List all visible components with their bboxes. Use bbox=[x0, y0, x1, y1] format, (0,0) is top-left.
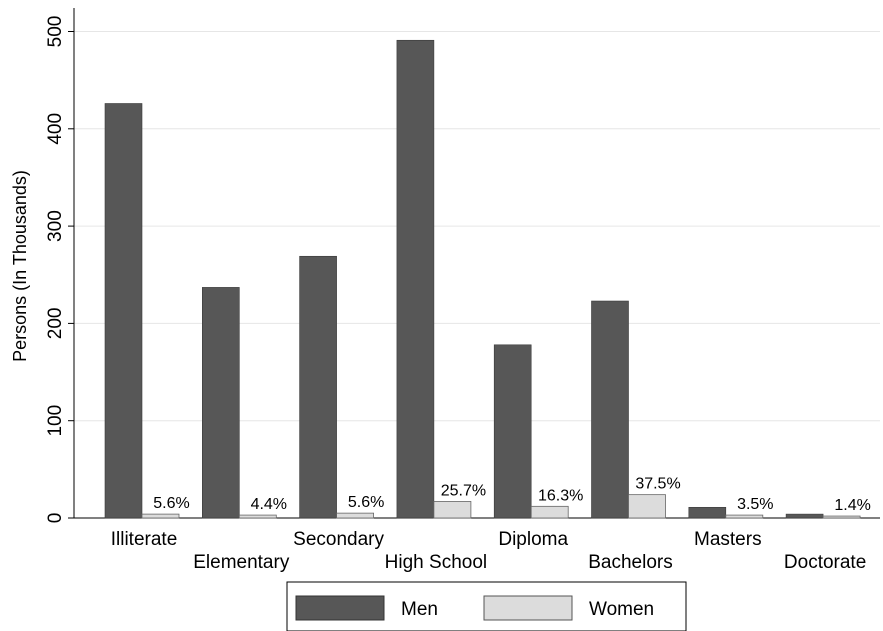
bar-women-bachelors bbox=[628, 494, 666, 519]
legend: Men Women bbox=[286, 581, 687, 631]
x-category-label: Diploma bbox=[498, 529, 568, 550]
y-tick-label: 100 bbox=[45, 405, 66, 437]
y-tick-label: 0 bbox=[45, 513, 66, 524]
legend-label-men: Men bbox=[401, 599, 438, 620]
x-category-label: Masters bbox=[694, 529, 762, 550]
bar-women-elementary bbox=[238, 514, 277, 519]
y-axis-title: Persons (In Thousands) bbox=[10, 170, 30, 362]
x-category-label: Illiterate bbox=[111, 529, 178, 550]
data-label-women: 16.3% bbox=[538, 487, 583, 504]
bar-women-secondary bbox=[336, 512, 375, 519]
bar-women-doctorate bbox=[822, 515, 861, 519]
y-tick-label: 300 bbox=[45, 210, 66, 242]
data-label-women: 4.4% bbox=[251, 496, 287, 513]
legend-swatch-men bbox=[295, 595, 385, 621]
data-label-women: 25.7% bbox=[441, 482, 486, 499]
bar-men-masters bbox=[688, 506, 727, 519]
bar-men-illiterate bbox=[104, 103, 143, 519]
bar-men-secondary bbox=[299, 255, 337, 519]
bar-men-doctorate bbox=[785, 513, 824, 519]
bar-men-diploma bbox=[493, 344, 532, 519]
x-category-label: Elementary bbox=[193, 552, 290, 573]
bar-women-masters bbox=[725, 514, 764, 519]
x-category-label: Secondary bbox=[293, 529, 384, 550]
x-category-label: Doctorate bbox=[784, 552, 866, 573]
data-label-women: 3.5% bbox=[737, 496, 773, 513]
data-label-women: 1.4% bbox=[834, 497, 870, 514]
gridlines bbox=[74, 31, 880, 422]
legend-label-women: Women bbox=[589, 599, 654, 620]
legend-swatch-women bbox=[483, 595, 573, 621]
data-label-women: 5.6% bbox=[348, 494, 384, 511]
bar-women-illiterate bbox=[141, 513, 180, 519]
x-category-label: High School bbox=[385, 552, 487, 573]
bars bbox=[104, 39, 861, 519]
bar-men-elementary bbox=[202, 287, 240, 519]
data-label-women: 5.6% bbox=[153, 495, 189, 512]
y-tick-label: 500 bbox=[45, 16, 66, 48]
bar-women-high-school bbox=[433, 501, 472, 519]
data-label-women: 37.5% bbox=[635, 476, 680, 493]
bar-women-diploma bbox=[530, 505, 569, 519]
y-tick-label: 200 bbox=[45, 308, 66, 340]
data-labels: 5.6% 4.4% 5.6% 25.7% 16.3% 37.5% 3.5% 1.4% bbox=[153, 476, 871, 514]
bar-men-high-school bbox=[396, 39, 435, 519]
bar-men-bachelors bbox=[591, 300, 629, 519]
y-axis-ticks: 0 100 200 300 400 500 bbox=[45, 16, 74, 524]
y-tick-label: 400 bbox=[45, 113, 66, 145]
x-category-label: Bachelors bbox=[588, 552, 673, 573]
